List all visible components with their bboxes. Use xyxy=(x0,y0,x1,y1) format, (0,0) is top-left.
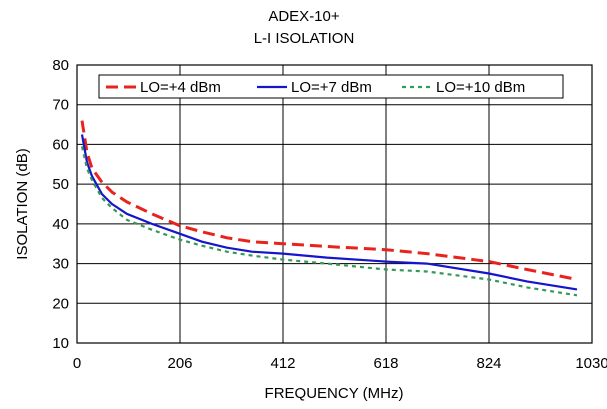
x-tick-label: 618 xyxy=(373,355,398,372)
legend-label-3: LO=+10 dBm xyxy=(436,79,525,96)
x-tick-label: 412 xyxy=(270,355,295,372)
y-tick-label: 20 xyxy=(52,295,69,312)
y-tick-label: 40 xyxy=(52,216,69,233)
y-tick-label: 60 xyxy=(52,136,69,153)
series-lines xyxy=(80,120,578,297)
x-tick-label: 824 xyxy=(476,355,501,372)
x-tick-label: 1030 xyxy=(575,355,607,372)
x-tick-label: 206 xyxy=(167,355,192,372)
y-tick-label: 30 xyxy=(52,256,69,273)
y-tick-label: 80 xyxy=(52,57,69,74)
plot-area xyxy=(76,64,593,344)
chart-subtitle: L-I ISOLATION xyxy=(254,30,355,47)
legend-box xyxy=(98,74,564,99)
y-axis-label: ISOLATION (dB) xyxy=(14,148,31,259)
chart-title: ADEX-10+ xyxy=(268,8,340,25)
series-line-1 xyxy=(80,120,578,281)
legend: LO=+4 dBm LO=+7 dBm LO=+10 dBm xyxy=(98,74,564,99)
x-axis-label: FREQUENCY (MHz) xyxy=(265,385,404,402)
legend-label-2: LO=+7 dBm xyxy=(291,79,372,96)
grid-lines xyxy=(77,65,592,343)
series-line-2 xyxy=(80,134,578,291)
axis-ticks: 10 20 30 40 50 60 70 80 0 206 412 618 824 1030 xyxy=(52,57,607,372)
legend-label-1: LO=+4 dBm xyxy=(140,79,221,96)
y-tick-label: 10 xyxy=(52,335,69,352)
y-tick-label: 50 xyxy=(52,176,69,193)
y-tick-label: 70 xyxy=(52,97,69,114)
x-tick-label: 0 xyxy=(73,355,81,372)
